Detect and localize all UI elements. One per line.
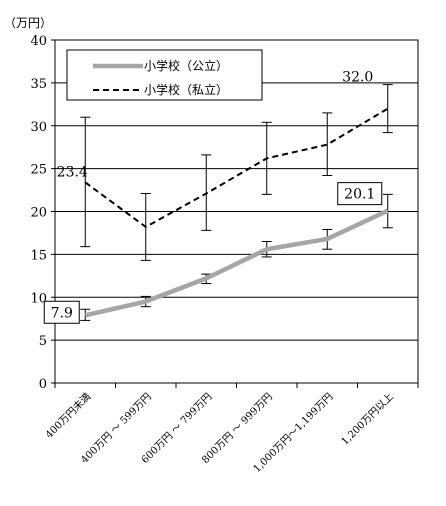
legend-label-public: 小学校（公立） [144,58,228,73]
series-lines [84,107,389,318]
data-label-box [337,182,383,206]
data-label: 23.4 [57,164,88,180]
series-line-private [84,107,389,228]
legend-box [66,49,263,101]
y-tick-label: 25 [30,163,47,178]
x-tick-label: 400万円未満 [43,391,93,441]
error-bar [382,84,393,134]
y-tick-label: 30 [30,120,47,135]
x-tick-label: 1,200万円以上 [339,391,396,448]
y-tick-label: 0 [39,377,47,392]
legend-label-private: 小学校（私立） [144,82,228,97]
y-unit-label: （万円） [4,16,52,30]
data-label: 7.9 [51,305,73,321]
legend: 小学校（公立） 小学校（私立） [66,49,263,101]
data-label: 32.0 [342,70,373,86]
y-tick-label: 40 [30,34,47,49]
y-tick-label: 10 [30,291,47,306]
y-tick-label: 15 [30,248,47,263]
y-tick-label: 35 [30,77,47,92]
error-bar [80,116,91,248]
y-tick-label: 5 [39,334,47,349]
y-tick-label: 20 [30,206,47,221]
data-labels: 7.9 20.1 23.4 32.0 [43,70,383,324]
data-label-box [43,300,80,324]
data-label: 20.1 [344,187,375,203]
series-line-public [84,208,389,318]
error-bar [322,112,333,176]
